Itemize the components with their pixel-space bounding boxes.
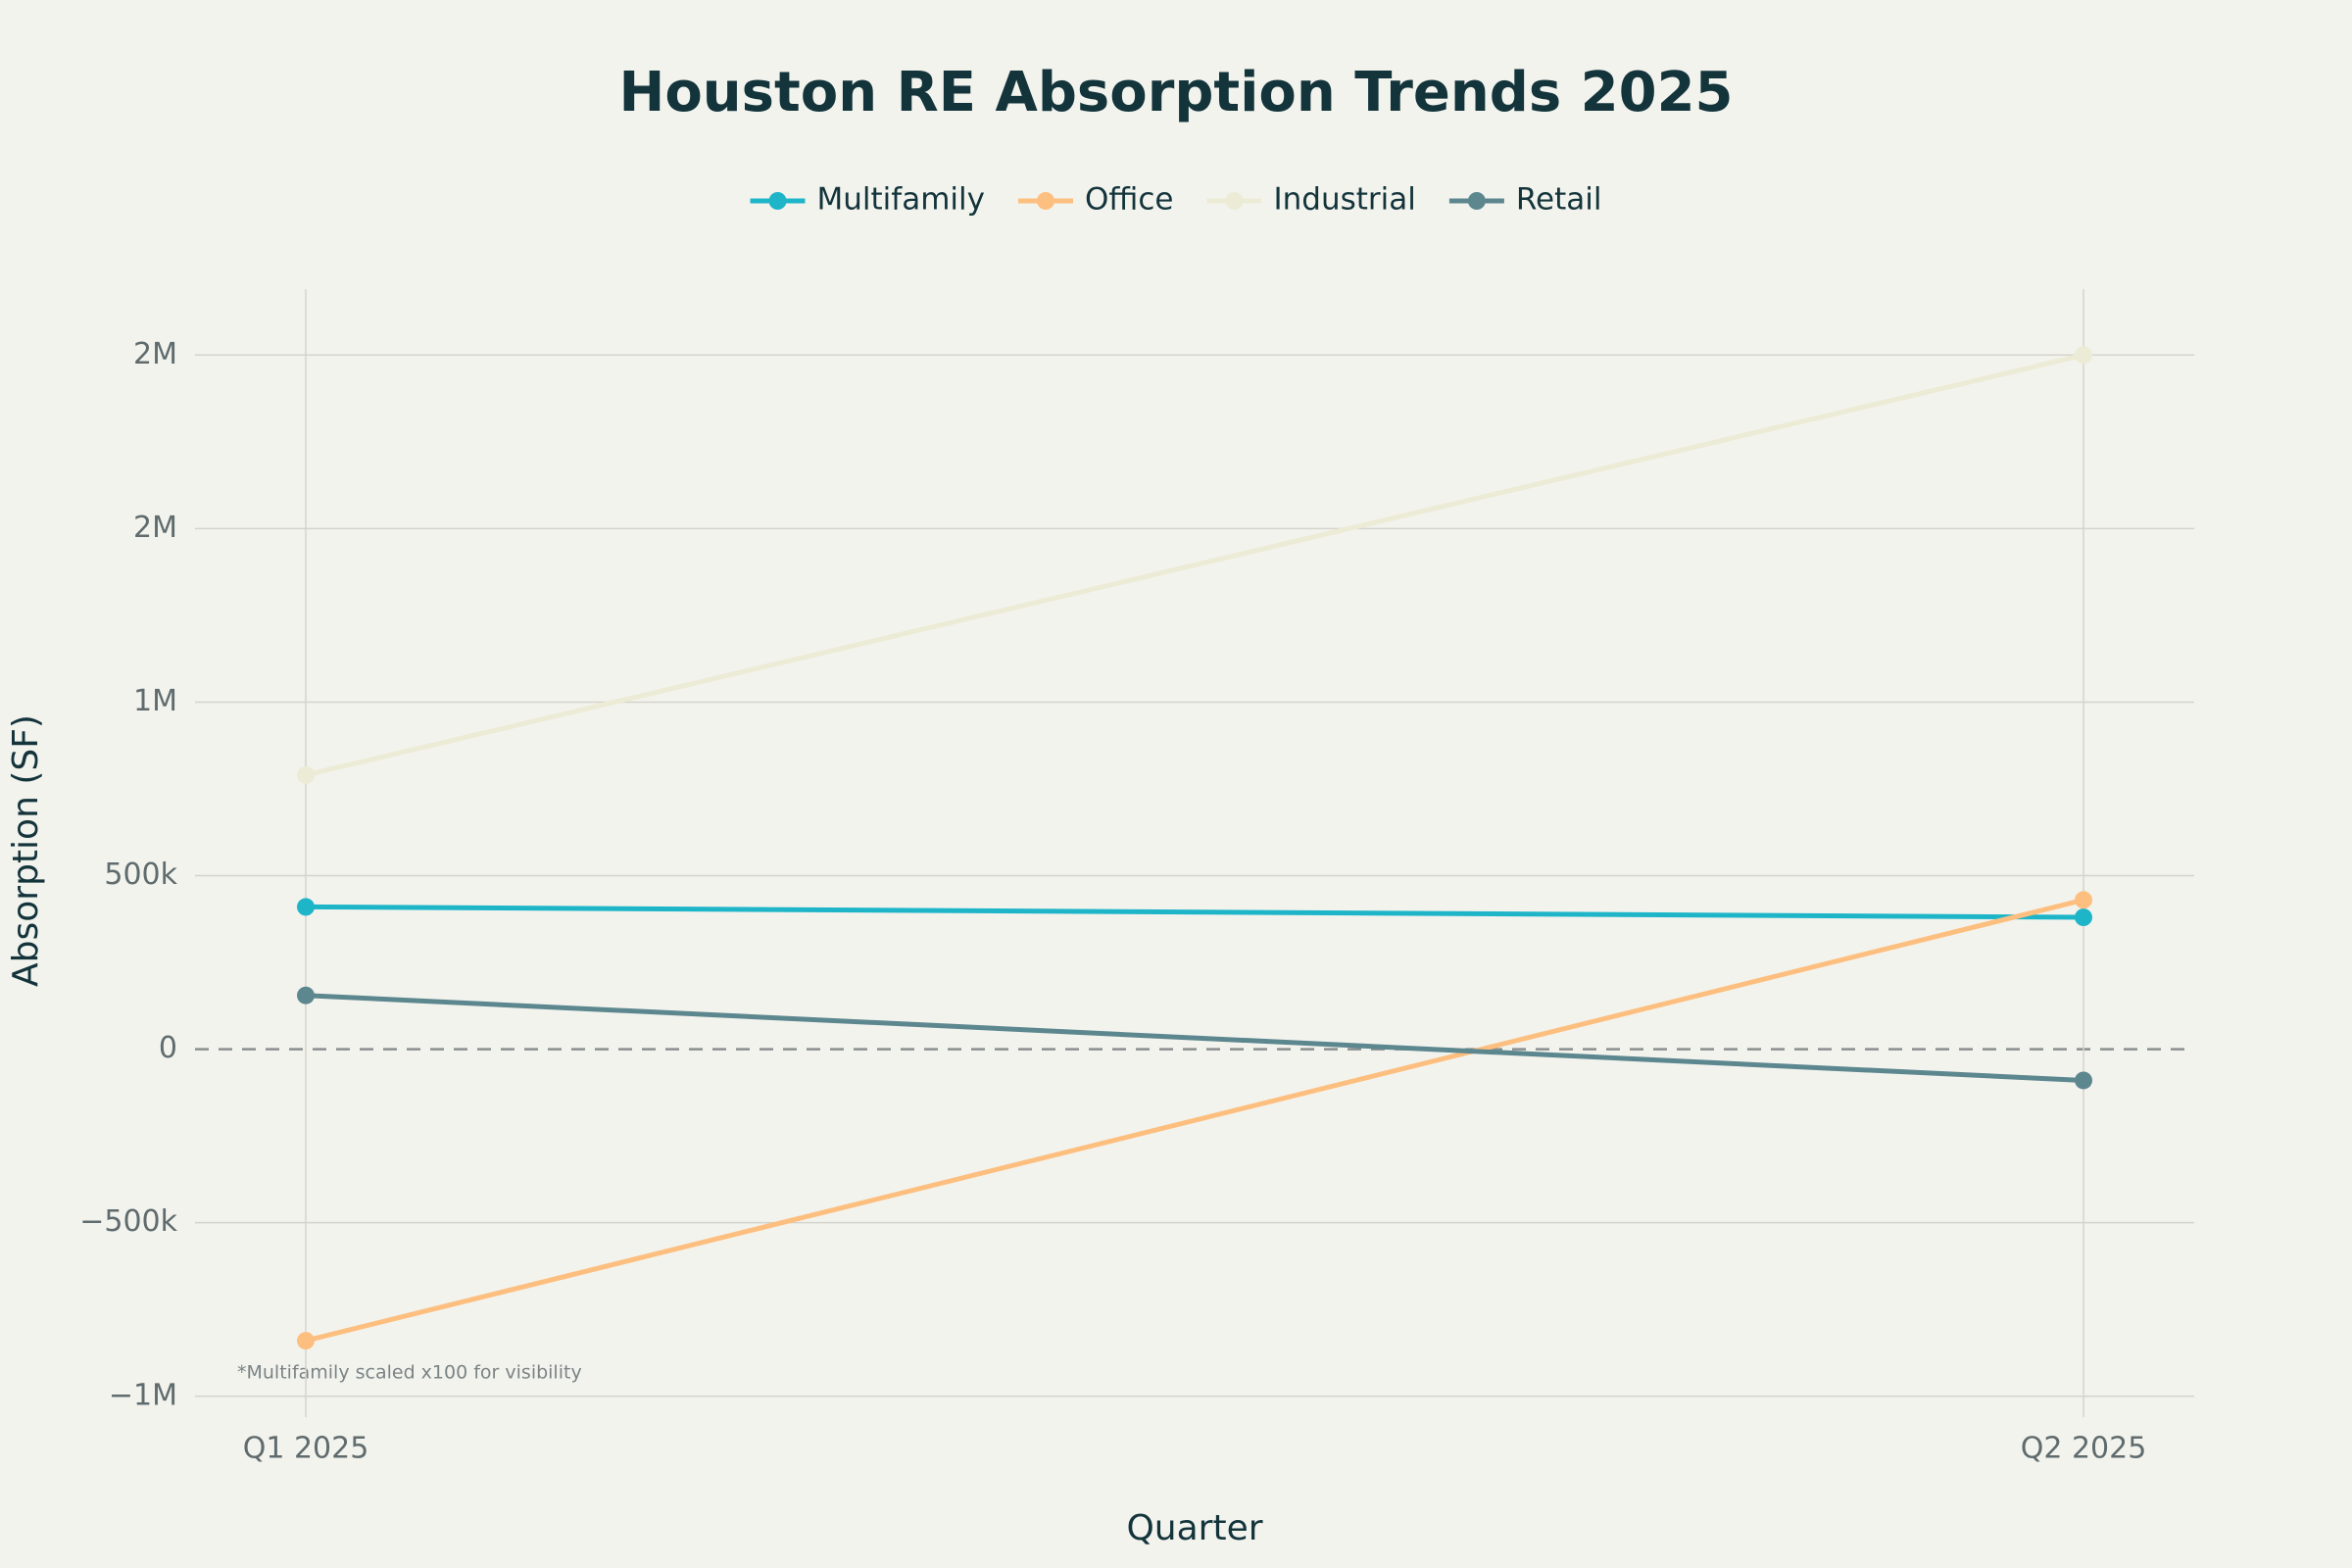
series-line (305, 352, 2084, 778)
legend-label: Office (1085, 182, 1174, 218)
chart-title: Houston RE Absorption Trends 2025 (618, 61, 1733, 124)
y-tick-label: 1M (133, 684, 177, 718)
legend-label: Multifamily (817, 182, 985, 218)
series (297, 986, 2092, 1090)
legend-label: Industrial (1273, 182, 1415, 218)
series-line (305, 904, 2084, 920)
y-tick-label: 2M (133, 511, 177, 545)
y-tick-label: 500k (104, 858, 177, 892)
series-line (305, 993, 2084, 1083)
y-axis-title: Absorption (SF) (6, 714, 46, 987)
marker (2075, 908, 2092, 927)
marker (2075, 1071, 2092, 1090)
series-line (305, 897, 2084, 1344)
marker (2075, 891, 2092, 909)
y-tick-label: −500k (79, 1204, 177, 1239)
y-tick-label: 2M (133, 337, 177, 371)
legend-marker (1467, 192, 1486, 210)
legend-marker (1225, 192, 1244, 210)
marker (297, 986, 315, 1004)
legend-marker (768, 192, 787, 210)
x-axis-title: Quarter (1126, 1508, 1262, 1548)
annotation: *Multifamily scaled x100 for visibility (237, 1362, 582, 1384)
marker (297, 1332, 315, 1350)
marker (2075, 346, 2092, 365)
x-tick-label: Q1 2025 (243, 1432, 369, 1466)
legend-label: Retail (1516, 182, 1602, 218)
legend: Multifamily Office Industrial Retail (750, 182, 1602, 218)
marker (297, 898, 315, 916)
series (297, 346, 2092, 784)
y-tick-label: 0 (159, 1031, 177, 1065)
series (297, 898, 2092, 927)
y-tick-label: −1M (109, 1378, 177, 1412)
series (297, 891, 2092, 1350)
legend-marker (1036, 192, 1054, 210)
marker (297, 765, 315, 784)
grid (195, 289, 2194, 1417)
x-tick-label: Q2 2025 (2021, 1432, 2147, 1466)
